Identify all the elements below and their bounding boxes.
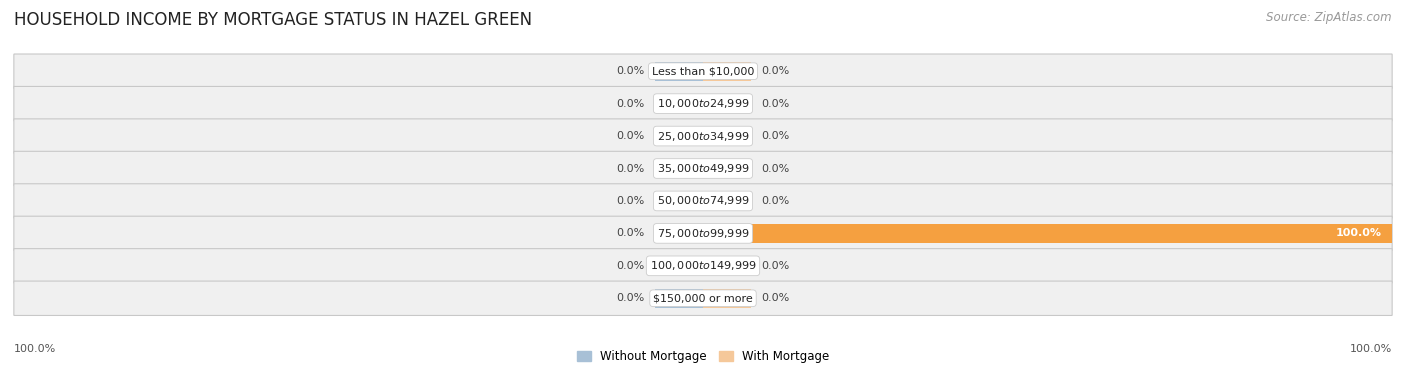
FancyBboxPatch shape [14,184,1392,218]
Bar [703,62,751,81]
Text: $10,000 to $24,999: $10,000 to $24,999 [657,97,749,110]
Text: 100.0%: 100.0% [14,344,56,354]
Text: 100.0%: 100.0% [1336,228,1382,238]
Text: $100,000 to $149,999: $100,000 to $149,999 [650,259,756,272]
Bar [655,127,703,146]
Text: 0.0%: 0.0% [616,261,644,271]
Text: 0.0%: 0.0% [762,99,790,109]
FancyBboxPatch shape [14,249,1392,283]
FancyBboxPatch shape [14,151,1392,186]
Text: 0.0%: 0.0% [762,164,790,173]
Bar [655,256,703,275]
Bar [703,256,751,275]
Text: Less than $10,000: Less than $10,000 [652,66,754,76]
Bar [703,127,751,146]
Text: 0.0%: 0.0% [616,164,644,173]
Text: 0.0%: 0.0% [762,196,790,206]
Text: $50,000 to $74,999: $50,000 to $74,999 [657,195,749,207]
Bar [703,94,751,113]
Text: HOUSEHOLD INCOME BY MORTGAGE STATUS IN HAZEL GREEN: HOUSEHOLD INCOME BY MORTGAGE STATUS IN H… [14,11,533,29]
Text: $75,000 to $99,999: $75,000 to $99,999 [657,227,749,240]
Bar [655,159,703,178]
FancyBboxPatch shape [14,54,1392,88]
Bar [703,192,751,210]
Text: 0.0%: 0.0% [762,66,790,76]
FancyBboxPatch shape [14,281,1392,316]
Text: 0.0%: 0.0% [762,131,790,141]
Text: 0.0%: 0.0% [616,66,644,76]
Text: $150,000 or more: $150,000 or more [654,293,752,303]
Bar [655,62,703,81]
Legend: Without Mortgage, With Mortgage: Without Mortgage, With Mortgage [576,350,830,363]
Text: $25,000 to $34,999: $25,000 to $34,999 [657,130,749,143]
Bar [655,192,703,210]
Text: Source: ZipAtlas.com: Source: ZipAtlas.com [1267,11,1392,24]
Text: 0.0%: 0.0% [762,293,790,303]
Text: 0.0%: 0.0% [762,261,790,271]
Bar [655,94,703,113]
Bar [703,224,1392,243]
Text: 0.0%: 0.0% [616,131,644,141]
Bar [655,224,703,243]
FancyBboxPatch shape [14,119,1392,153]
Bar [703,159,751,178]
Text: 0.0%: 0.0% [616,228,644,238]
Text: 100.0%: 100.0% [1350,344,1392,354]
FancyBboxPatch shape [14,86,1392,121]
Text: 0.0%: 0.0% [616,293,644,303]
Text: $35,000 to $49,999: $35,000 to $49,999 [657,162,749,175]
Bar [703,289,751,308]
Text: 0.0%: 0.0% [616,99,644,109]
Bar [655,289,703,308]
Text: 0.0%: 0.0% [616,196,644,206]
FancyBboxPatch shape [14,216,1392,251]
